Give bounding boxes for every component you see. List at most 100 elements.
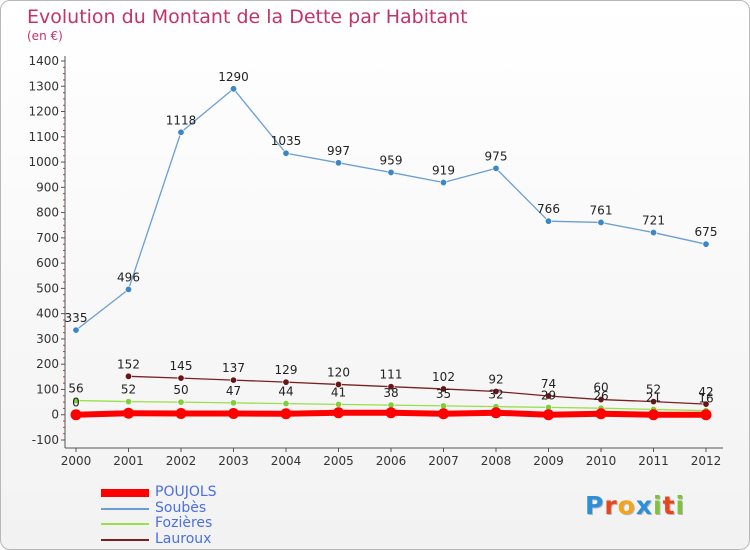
axes: 1400130012001100100090080070060050040030…: [28, 54, 723, 468]
data-point-soubes: [282, 149, 290, 157]
data-point-lauroux: [125, 372, 133, 380]
data-point-lauroux: [387, 383, 395, 391]
data-label-lauroux: 137: [222, 361, 245, 375]
y-tick-label: 300: [36, 332, 59, 346]
logo-letter: x: [635, 491, 653, 520]
y-tick-label: 900: [36, 180, 59, 194]
data-label-fozieres: 21: [646, 390, 661, 404]
data-point-poujols: [543, 409, 554, 421]
data-point-poujols: [70, 409, 82, 421]
x-tick-label: 2005: [323, 454, 354, 468]
data-point-fozieres: [282, 400, 290, 408]
data-label-lauroux: 102: [432, 370, 455, 384]
data-label-lauroux: 152: [117, 357, 140, 371]
data-point-soubes: [334, 159, 342, 167]
data-point-lauroux: [544, 392, 552, 400]
data-label-soubes: 1118: [166, 113, 197, 127]
data-label-fozieres: 41: [331, 385, 346, 399]
data-point-poujols: [648, 409, 659, 421]
data-point-fozieres: [230, 399, 238, 407]
data-point-soubes: [230, 85, 238, 93]
data-label-lauroux: 92: [488, 372, 503, 386]
legend-label: Fozières: [155, 515, 213, 531]
y-tick-label: 700: [36, 231, 59, 245]
y-tick-label: 1200: [28, 105, 59, 119]
legend-label: POUJOLS: [155, 484, 217, 500]
data-point-poujols: [123, 407, 134, 419]
data-point-lauroux: [177, 374, 185, 382]
legend-swatch: [101, 538, 149, 541]
x-tick-label: 2001: [113, 454, 144, 468]
data-label-fozieres: 50: [173, 383, 188, 397]
data-point-soubes: [72, 326, 80, 334]
data-label-lauroux: 111: [380, 368, 403, 382]
x-tick-label: 2009: [533, 454, 564, 468]
data-label-lauroux: 52: [646, 383, 661, 397]
y-tick-label: 1000: [28, 155, 59, 169]
y-tick-label: 600: [36, 256, 59, 270]
data-point-lauroux: [230, 376, 238, 384]
data-point-soubes: [177, 128, 185, 136]
data-label-lauroux: 74: [541, 377, 556, 391]
x-tick-label: 2002: [166, 454, 197, 468]
data-point-poujols: [700, 409, 712, 421]
legend-swatch: [101, 507, 149, 510]
data-point-soubes: [649, 229, 657, 237]
data-point-lauroux: [492, 387, 500, 395]
data-point-lauroux: [597, 396, 605, 404]
data-label-soubes: 675: [695, 225, 718, 239]
y-tick-label: -100: [32, 433, 59, 447]
data-point-fozieres: [72, 397, 80, 405]
logo-letter: t: [662, 491, 676, 520]
data-label-soubes: 721: [642, 214, 665, 228]
data-label-fozieres: 52: [121, 383, 136, 397]
data-point-lauroux: [649, 398, 657, 406]
x-tick-label: 2011: [638, 454, 669, 468]
y-tick-label: 500: [36, 281, 59, 295]
data-point-poujols: [333, 407, 344, 419]
logo-letter: i: [653, 491, 663, 520]
y-tick-label: 1300: [28, 79, 59, 93]
x-tick-label: 2010: [586, 454, 617, 468]
data-label-soubes: 766: [537, 202, 560, 216]
data-point-fozieres: [334, 400, 342, 408]
logo-letter: i: [675, 491, 686, 520]
data-point-lauroux: [282, 378, 290, 386]
data-label-lauroux: 42: [698, 385, 713, 399]
data-point-fozieres: [439, 402, 447, 410]
data-label-soubes: 496: [117, 270, 140, 284]
data-point-fozieres: [125, 398, 133, 406]
data-label-lauroux: 129: [275, 363, 298, 377]
proxiti-logo: Proxiti: [585, 491, 685, 520]
data-point-poujols: [280, 408, 292, 420]
logo-letter: P: [585, 491, 605, 520]
y-tick-label: 1400: [28, 54, 59, 68]
data-label-lauroux: 120: [327, 365, 350, 379]
legend-swatch: [101, 489, 149, 497]
x-tick-label: 2006: [376, 454, 407, 468]
data-label-fozieres: 16: [698, 392, 713, 406]
data-label-lauroux: 60: [593, 381, 608, 395]
y-tick-label: 400: [36, 307, 59, 321]
series-points: [70, 85, 712, 421]
data-label-fozieres: 47: [226, 384, 241, 398]
data-point-soubes: [492, 164, 500, 172]
data-label-lauroux: 0: [72, 396, 80, 410]
data-point-lauroux: [334, 380, 342, 388]
data-point-fozieres: [177, 398, 185, 406]
x-tick-label: 2012: [691, 454, 722, 468]
legend-swatch: [101, 523, 149, 525]
data-label-lauroux: 145: [170, 359, 193, 373]
data-label-fozieres: 56: [68, 382, 83, 396]
legend-label: Lauroux: [155, 530, 212, 547]
data-point-poujols: [385, 407, 397, 419]
data-point-soubes: [597, 218, 605, 226]
legend-label: Soubès: [155, 499, 207, 516]
data-label-fozieres: 44: [278, 385, 293, 399]
data-label-fozieres: 32: [488, 388, 503, 402]
data-label-fozieres: 26: [593, 389, 608, 403]
data-label-soubes: 997: [327, 144, 350, 158]
data-label-fozieres: 29: [541, 388, 556, 402]
